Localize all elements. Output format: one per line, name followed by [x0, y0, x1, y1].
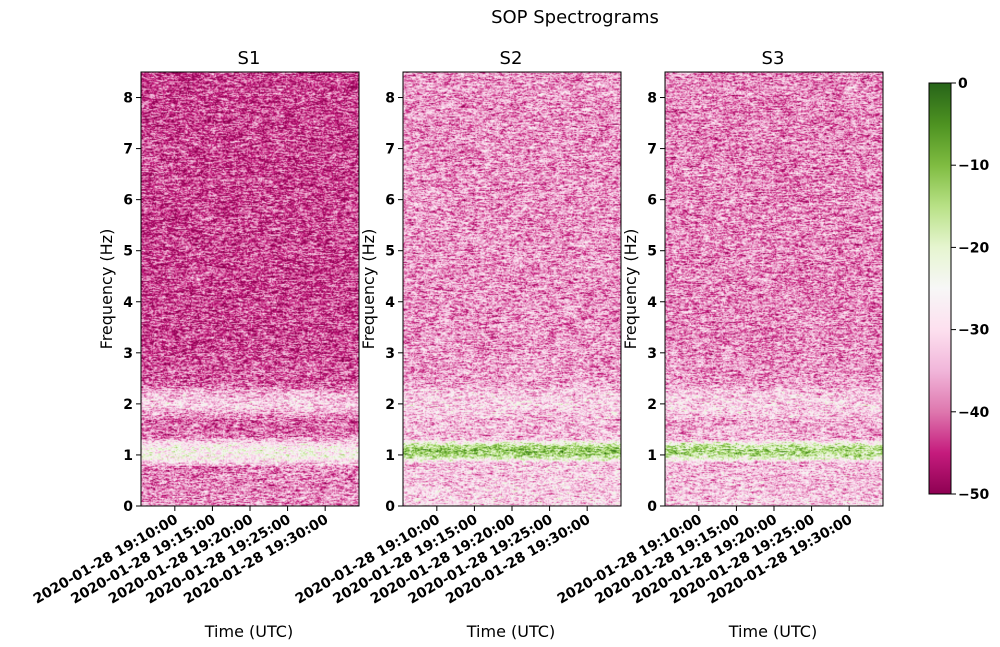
y-tick-label: 7: [385, 142, 395, 158]
y-tick-label: 6: [385, 193, 395, 209]
panel-title: S1: [238, 48, 261, 69]
colorbar-tick-label: 0: [958, 76, 968, 92]
y-tick-label: 4: [647, 295, 657, 311]
y-axis-ticks: 0 1 2 3 4 5 6 7 8: [123, 91, 141, 515]
y-axis-ticks: 0 1 2 3 4 5 6 7 8: [385, 91, 403, 515]
y-tick-label: 4: [385, 295, 395, 311]
y-tick-label: 1: [647, 448, 657, 464]
colorbar-tick-label: −40: [958, 405, 989, 421]
y-tick-label: 4: [123, 295, 133, 311]
y-axis-label: Frequency (Hz): [97, 229, 116, 350]
x-axis-label: Time (UTC): [204, 622, 293, 641]
x-axis-label: Time (UTC): [466, 622, 555, 641]
y-tick-label: 3: [123, 346, 133, 362]
y-axis-label: Frequency (Hz): [621, 229, 640, 350]
panel-s1: S1 0 1 2 3 4 5 6 7 8 2020-01-28 19:10:002020-01-…: [31, 48, 360, 641]
colorbar-tick-label: −30: [958, 323, 989, 339]
y-tick-label: 7: [647, 142, 657, 158]
y-tick-label: 3: [647, 346, 657, 362]
y-tick-label: 5: [123, 244, 133, 260]
y-tick-label: 0: [647, 499, 657, 515]
y-tick-label: 8: [385, 91, 395, 107]
y-tick-label: 6: [123, 193, 133, 209]
y-tick-label: 2: [647, 397, 657, 413]
y-tick-label: 0: [385, 499, 395, 515]
colorbar: 0 −10 −20 −30 −40 −50: [928, 76, 989, 503]
colorbar-tick-label: −20: [958, 240, 989, 256]
y-axis-ticks: 0 1 2 3 4 5 6 7 8: [647, 91, 665, 515]
colorbar-ticks: 0 −10 −20 −30 −40 −50: [951, 76, 989, 503]
colorbar-tick-label: −50: [958, 487, 989, 503]
y-tick-label: 1: [123, 448, 133, 464]
spectrogram-image: [665, 72, 883, 506]
panel-title: S3: [762, 48, 785, 69]
y-tick-label: 5: [385, 244, 395, 260]
spectrogram-image: [403, 72, 621, 506]
figure-suptitle: SOP Spectrograms: [491, 7, 659, 28]
y-tick-label: 5: [647, 244, 657, 260]
colorbar-tick-label: −10: [958, 158, 989, 174]
y-tick-label: 8: [123, 91, 133, 107]
y-tick-label: 1: [385, 448, 395, 464]
y-tick-label: 6: [647, 193, 657, 209]
y-tick-label: 2: [385, 397, 395, 413]
y-tick-label: 8: [647, 91, 657, 107]
y-tick-label: 3: [385, 346, 395, 362]
y-axis-label: Frequency (Hz): [359, 229, 378, 350]
colorbar-gradient: [928, 82, 952, 495]
y-tick-label: 0: [123, 499, 133, 515]
spectrogram-image: [141, 72, 359, 506]
y-tick-label: 7: [123, 142, 133, 158]
x-axis-label: Time (UTC): [728, 622, 817, 641]
y-tick-label: 2: [123, 397, 133, 413]
panel-title: S2: [500, 48, 523, 69]
